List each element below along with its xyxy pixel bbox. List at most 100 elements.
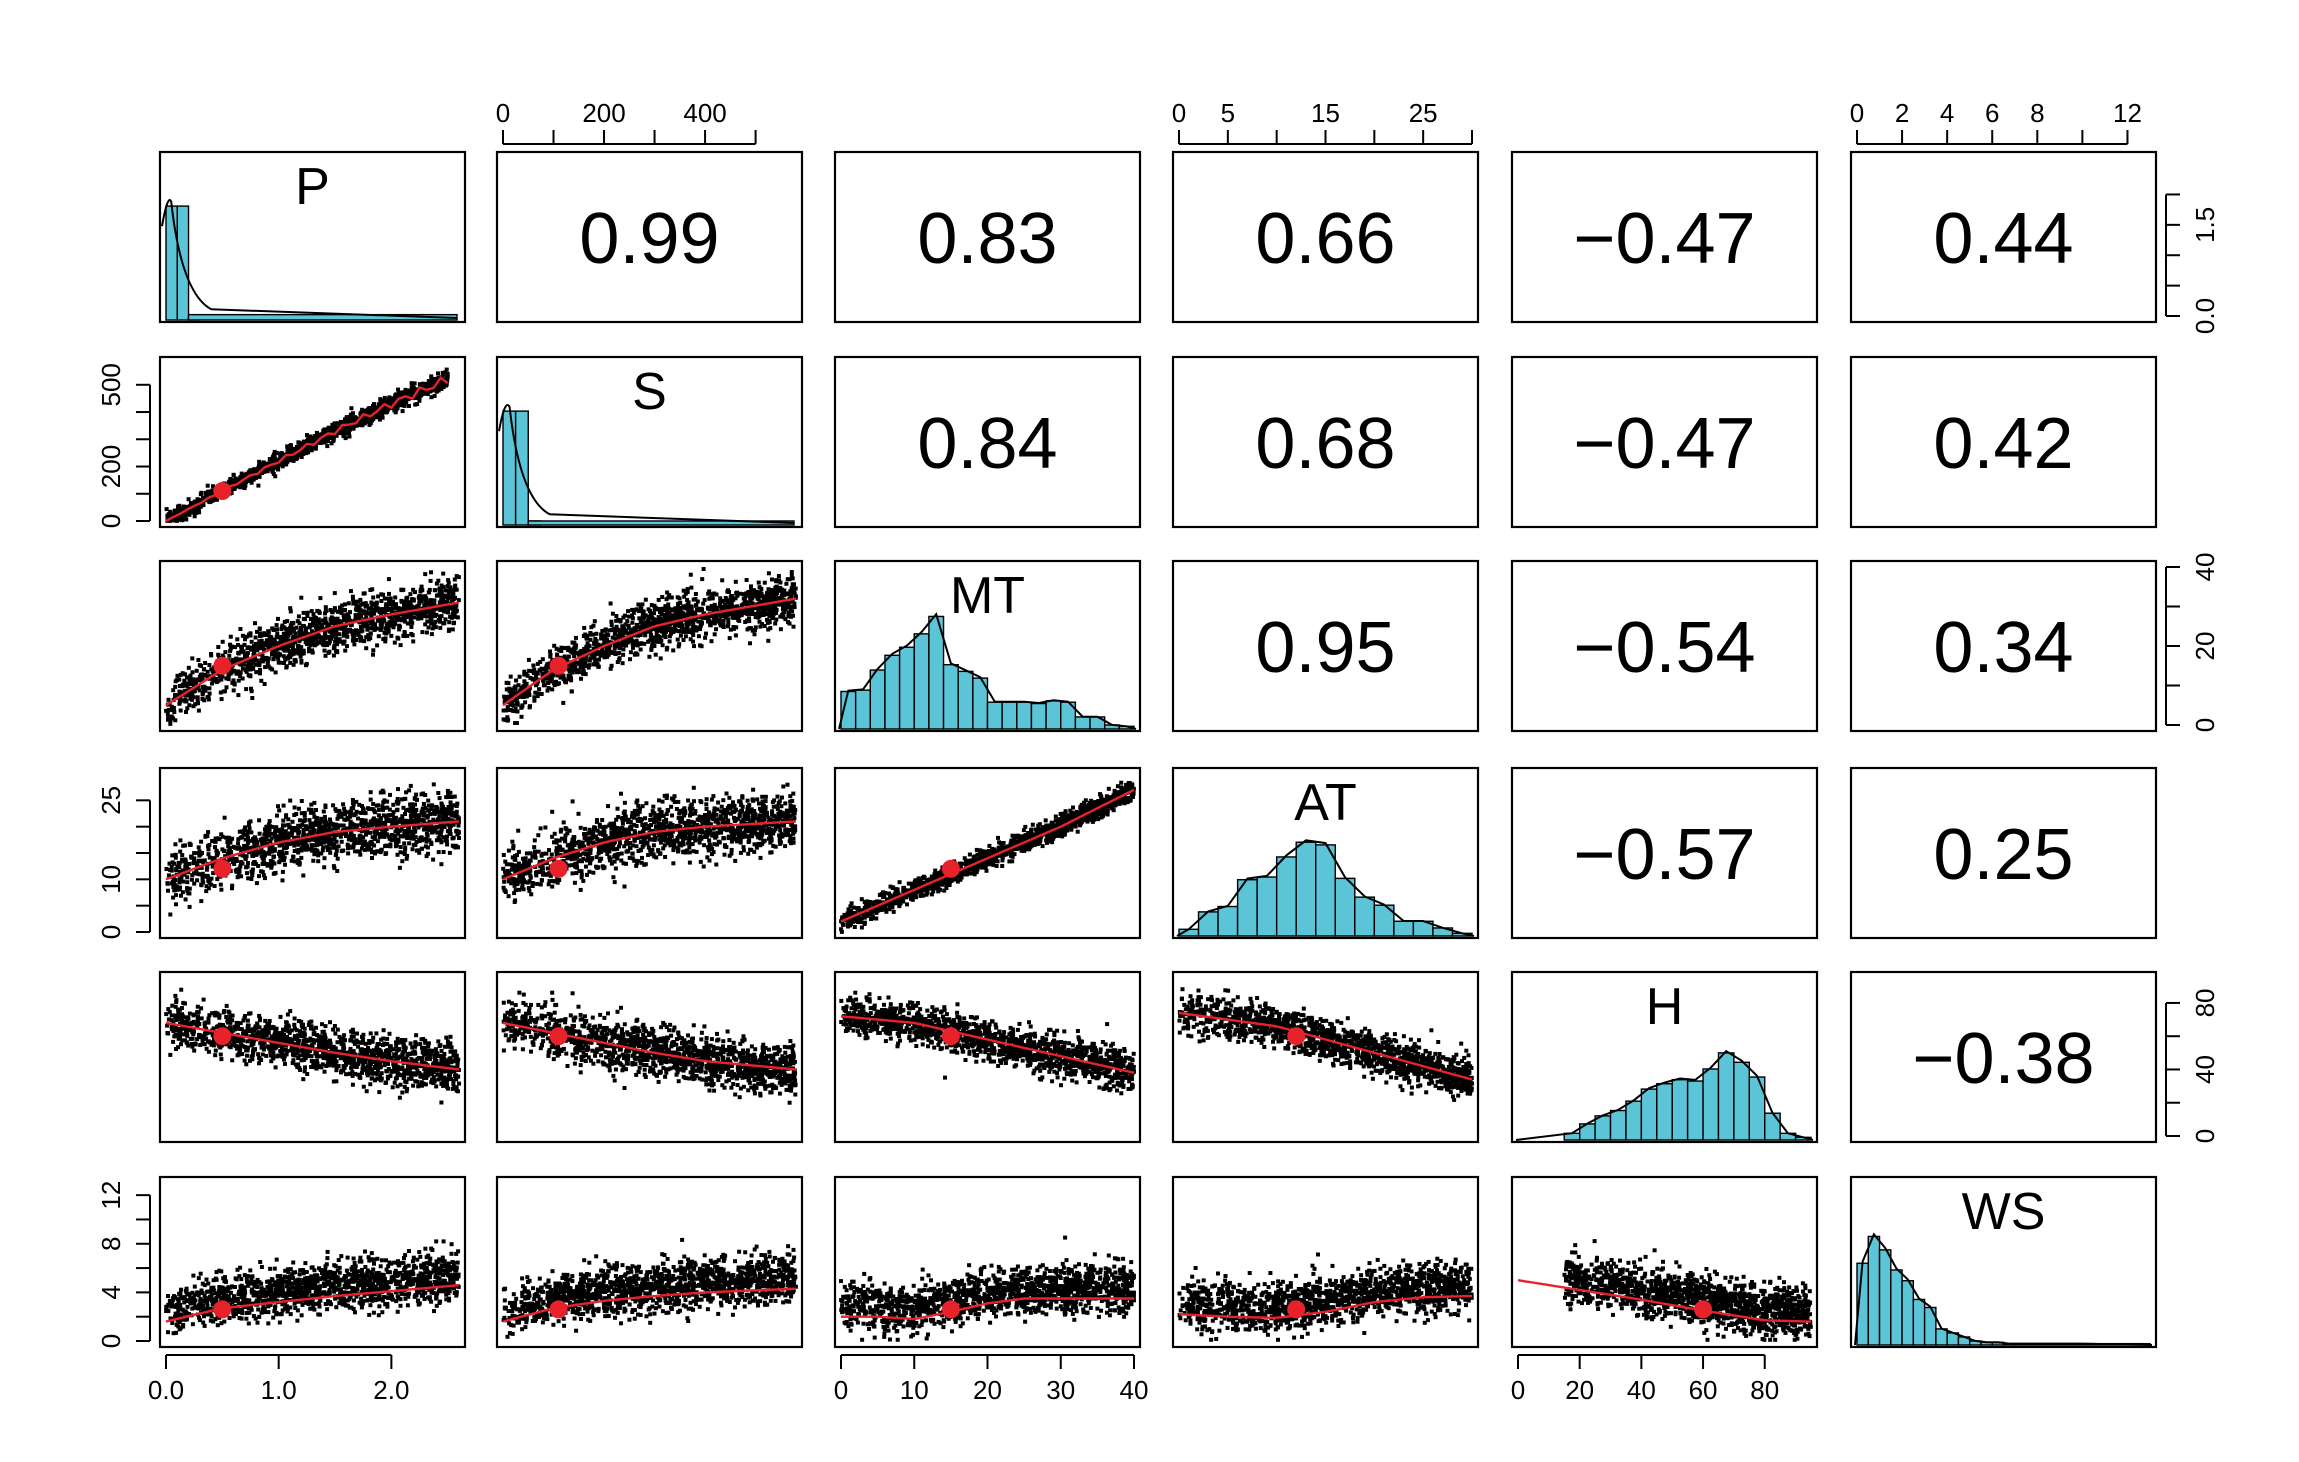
fit-line-at-s <box>502 820 797 881</box>
fit-line-ws-h <box>1517 1279 1812 1323</box>
tick-label-at-2: 15 <box>1311 98 1340 128</box>
panel-p-mt <box>833 150 1142 324</box>
correlation-p-at: 0.66 <box>1255 199 1395 279</box>
histogram-bar-h-10 <box>1717 1052 1735 1141</box>
histogram-bar-ws-5 <box>1912 1298 1926 1346</box>
correlation-p-s: 0.99 <box>579 199 719 279</box>
histogram-bar-mt-12 <box>1016 701 1033 730</box>
panel-s-at <box>1171 355 1480 529</box>
left-tick-label-at-1: 10 <box>96 865 126 894</box>
density-line-s <box>498 404 795 524</box>
histogram-bar-at-1 <box>1197 911 1219 937</box>
tick-label-s-1: 200 <box>582 98 625 128</box>
histogram-bar-h-5 <box>1640 1088 1658 1141</box>
histogram-bar-mt-11 <box>1001 701 1018 730</box>
mean-marker-at-mt <box>941 859 960 878</box>
panel-p-at <box>1171 150 1480 324</box>
fit-line-h-mt <box>840 1015 1135 1074</box>
histogram-bar-s-1 <box>514 410 529 526</box>
mean-marker-h-s <box>549 1027 568 1046</box>
mean-marker-at-s <box>549 859 568 878</box>
histogram-bar-mt-16 <box>1074 716 1091 730</box>
histogram-bar-ws-4 <box>1901 1279 1915 1346</box>
panel-at-ws <box>1849 766 2158 940</box>
histogram-bar-mt-10 <box>986 701 1003 730</box>
tick-label-at-0: 0 <box>1172 98 1186 128</box>
histogram-bar-h-4 <box>1625 1100 1643 1141</box>
variable-label-mt: MT <box>950 567 1025 625</box>
left-tick-label-s-2: 500 <box>96 363 126 406</box>
mean-marker-h-p <box>213 1027 232 1046</box>
mean-marker-s-p <box>213 482 232 501</box>
histogram-bar-ws-7 <box>1935 1328 1948 1346</box>
mean-marker-ws-mt <box>941 1300 960 1319</box>
fit-line-mt-p <box>165 601 460 707</box>
histogram-bar-mt-13 <box>1030 702 1047 730</box>
tick-label-mt-4: 40 <box>1120 1375 1149 1405</box>
tick-label-h-4: 80 <box>1750 1375 1779 1405</box>
tick-label-mt-3: 30 <box>1046 1375 1075 1405</box>
right-tick-label-mt-1: 20 <box>2190 632 2220 661</box>
tick-label-at-3: 25 <box>1409 98 1438 128</box>
tick-label-ws-4: 8 <box>2030 98 2044 128</box>
histogram-bar-h-8 <box>1686 1080 1704 1141</box>
fit-line-s-p <box>165 375 449 523</box>
correlation-s-h: −0.47 <box>1573 404 1755 484</box>
histogram-bar-h-6 <box>1656 1083 1673 1141</box>
correlation-mt-at: 0.95 <box>1255 608 1395 688</box>
mean-marker-mt-p <box>213 656 232 675</box>
fit-line-h-at <box>1178 1011 1473 1081</box>
density-line-ws <box>1854 1232 2153 1346</box>
tick-label-p-1: 1.0 <box>261 1375 297 1405</box>
mean-marker-ws-p <box>213 1300 232 1319</box>
left-tick-label-s-0: 0 <box>96 514 126 528</box>
tick-label-s-2: 400 <box>683 98 726 128</box>
histogram-bar-at-6 <box>1295 841 1317 937</box>
histogram-bar-h-9 <box>1702 1068 1720 1141</box>
scatter-points-ws-p <box>164 1239 461 1336</box>
histogram-bar-at-11 <box>1393 920 1415 937</box>
correlation-h-ws: −0.38 <box>1912 1019 2094 1099</box>
tick-label-ws-0: 0 <box>1850 98 1864 128</box>
histogram-bar-ws-3 <box>1890 1269 1903 1346</box>
tick-label-ws-1: 2 <box>1895 98 1909 128</box>
scatter-points-h-p <box>164 987 461 1105</box>
tick-label-ws-2: 4 <box>1940 98 1954 128</box>
panel-at-h <box>1510 766 1819 940</box>
tick-label-ws-5: 12 <box>2113 98 2142 128</box>
fit-line-ws-at <box>1178 1294 1473 1320</box>
density-line-at <box>1176 839 1475 937</box>
histogram-bar-mt-2 <box>869 669 886 730</box>
correlation-p-mt: 0.83 <box>917 199 1057 279</box>
fit-line-at-mt <box>840 788 1135 923</box>
scatter-points-h-s <box>501 990 798 1105</box>
variable-label-h: H <box>1646 978 1684 1036</box>
correlation-s-mt: 0.84 <box>917 404 1057 484</box>
histogram-bar-at-8 <box>1334 877 1356 937</box>
histogram-bar-mt-4 <box>898 646 915 730</box>
tick-label-p-0: 0.0 <box>148 1375 184 1405</box>
correlation-s-ws: 0.42 <box>1933 404 2073 484</box>
correlation-p-h: −0.47 <box>1573 199 1755 279</box>
histogram-bar-ws-1 <box>1867 1235 1881 1346</box>
density-line-h <box>1515 1049 1814 1141</box>
left-tick-label-ws-1: 4 <box>96 1285 126 1299</box>
mean-marker-mt-s <box>549 656 568 675</box>
histogram-bar-at-2 <box>1217 905 1239 937</box>
histogram-bar-s-0 <box>502 410 517 526</box>
scatter-points-ws-s <box>501 1237 798 1339</box>
histogram-bar-mt-14 <box>1045 700 1062 730</box>
left-tick-label-ws-2: 8 <box>96 1237 126 1251</box>
correlation-at-h: −0.57 <box>1573 815 1755 895</box>
variable-label-ws: WS <box>1962 1183 2046 1241</box>
tick-label-mt-1: 10 <box>900 1375 929 1405</box>
left-tick-label-s-1: 200 <box>96 445 126 488</box>
histogram-bar-p-0 <box>165 205 178 321</box>
scatter-points-ws-mt <box>839 1235 1136 1342</box>
tick-label-mt-0: 0 <box>834 1375 848 1405</box>
mean-marker-h-mt <box>941 1027 960 1046</box>
mean-marker-h-at <box>1287 1027 1306 1046</box>
correlation-s-at: 0.68 <box>1255 404 1395 484</box>
correlation-p-ws: 0.44 <box>1933 199 2073 279</box>
